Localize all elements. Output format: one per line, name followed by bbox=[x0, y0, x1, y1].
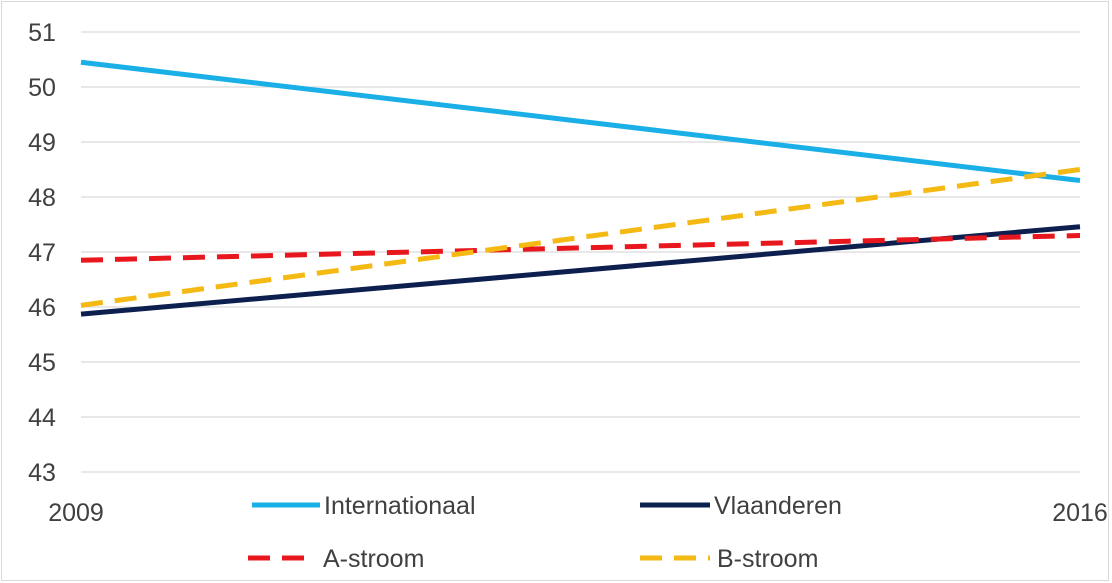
gridlines bbox=[81, 31, 1080, 473]
y-tick-label: 50 bbox=[28, 74, 56, 102]
y-tick-label: 44 bbox=[28, 404, 56, 432]
y-tick-label: 43 bbox=[28, 459, 56, 487]
y-tick-label: 48 bbox=[28, 184, 56, 212]
legend-item: Internationaal bbox=[252, 492, 476, 520]
x-axis-ticks: 2009 2016 bbox=[48, 499, 1108, 527]
legend-item: A-stroom bbox=[248, 545, 424, 573]
legend-item: Vlaanderen bbox=[640, 492, 842, 520]
y-tick-label: 45 bbox=[28, 349, 56, 377]
series-line-vlaanderen bbox=[80, 224, 1081, 317]
y-tick-label: 47 bbox=[28, 239, 56, 267]
series-line-internationaal bbox=[80, 59, 1081, 183]
legend-label: Internationaal bbox=[324, 492, 476, 520]
y-tick-label: 49 bbox=[28, 129, 56, 157]
series-lines bbox=[80, 59, 1081, 317]
y-tick-label: 46 bbox=[28, 294, 56, 322]
x-tick-label: 2009 bbox=[48, 499, 104, 527]
legend-label: Vlaanderen bbox=[714, 492, 842, 520]
legend-label: A-stroom bbox=[323, 545, 424, 573]
x-tick-label: 2016 bbox=[1052, 499, 1108, 527]
legend-label: B-stroom bbox=[717, 545, 818, 573]
y-axis-ticks: 43 44 45 46 47 48 49 50 51 bbox=[28, 19, 56, 487]
y-tick-label: 51 bbox=[28, 19, 56, 47]
legend: Internationaal Vlaanderen A-stroom B-stroom bbox=[248, 492, 842, 573]
series-line-a-stroom bbox=[80, 233, 1081, 263]
legend-item: B-stroom bbox=[640, 545, 818, 573]
